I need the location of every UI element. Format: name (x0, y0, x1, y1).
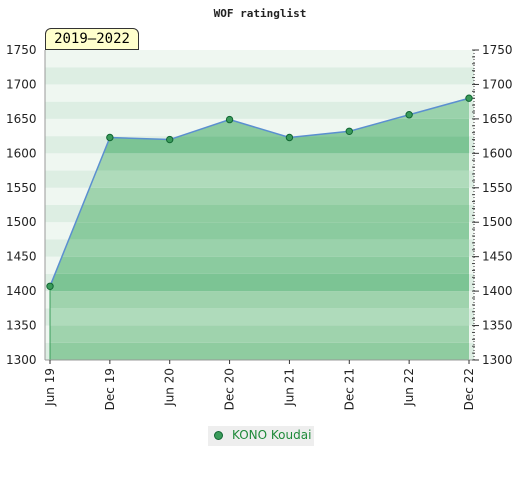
data-point (285, 133, 294, 142)
x-tick-label: Jun 19 (43, 368, 57, 407)
y-tick-label-right: 1300 (482, 353, 513, 367)
y-tick-label-right: 1350 (482, 319, 513, 333)
area-bands (50, 98, 469, 360)
y-tick-label-right: 1550 (482, 181, 513, 195)
legend-label: KONO Koudai (232, 428, 312, 442)
area-band (50, 342, 469, 360)
x-tick-label: Jun 21 (282, 368, 296, 407)
y-tick-label-right: 1700 (482, 77, 513, 91)
y-tick-label-left: 1750 (6, 43, 37, 57)
chart-title: WOF ratinglist (214, 7, 307, 20)
area-fill (50, 98, 469, 360)
legend[interactable]: KONO Koudai (208, 426, 314, 446)
y-tick-label-left: 1400 (6, 284, 37, 298)
axes: 1300 1300 1350 1350 1400 1400 1450 1450 1500 1500… (6, 43, 513, 410)
y-tick-label-right: 1600 (482, 146, 513, 160)
area-band (50, 308, 469, 326)
area-band (50, 205, 469, 223)
y-tick-label-left: 1450 (6, 250, 37, 264)
area-band (50, 291, 469, 309)
band (45, 50, 474, 68)
y-tick-label-right: 1400 (482, 284, 513, 298)
y-tick-label-left: 1350 (6, 319, 37, 333)
area-band (50, 136, 469, 154)
y-tick-label-left: 1700 (6, 77, 37, 91)
y-tick-label-left: 1500 (6, 215, 37, 229)
band (45, 67, 474, 85)
x-tick-label: Dec 22 (462, 368, 476, 410)
x-tick-label: Dec 20 (223, 368, 237, 410)
data-point (465, 94, 473, 102)
series-line (49, 97, 470, 287)
y-tick-label-right: 1500 (482, 215, 513, 229)
data-point (106, 133, 114, 142)
data-point (225, 115, 234, 124)
y-tick-label-right: 1750 (482, 43, 513, 57)
band (45, 101, 474, 119)
data-points (46, 94, 473, 290)
y-tick-label-left: 1300 (6, 353, 37, 367)
y-tick-label-right: 1650 (482, 112, 513, 126)
data-point (405, 111, 413, 119)
area-band (50, 239, 469, 257)
data-point (345, 127, 353, 135)
y-tick-label-left: 1650 (6, 112, 37, 126)
rating-line (49, 97, 470, 360)
x-tick-label: Jun 22 (402, 368, 416, 407)
data-point (46, 282, 54, 290)
area-band (50, 170, 469, 188)
y-tick-label-left: 1550 (6, 181, 37, 195)
area-band (50, 325, 469, 343)
area-band (50, 222, 469, 240)
area-band (50, 187, 469, 205)
date-range-label: 2019–2022 (45, 28, 139, 50)
y-tick-label-right: 1450 (482, 250, 513, 264)
x-tick-label: Dec 21 (342, 368, 356, 410)
area-band (50, 256, 469, 274)
area-band (50, 273, 469, 292)
band (45, 84, 474, 102)
area-band (50, 153, 469, 171)
x-tick-label: Jun 20 (163, 368, 177, 407)
legend-marker-icon (214, 431, 223, 440)
data-point (166, 135, 174, 144)
y-tick-label-left: 1600 (6, 146, 37, 160)
x-tick-label: Dec 19 (103, 368, 117, 410)
